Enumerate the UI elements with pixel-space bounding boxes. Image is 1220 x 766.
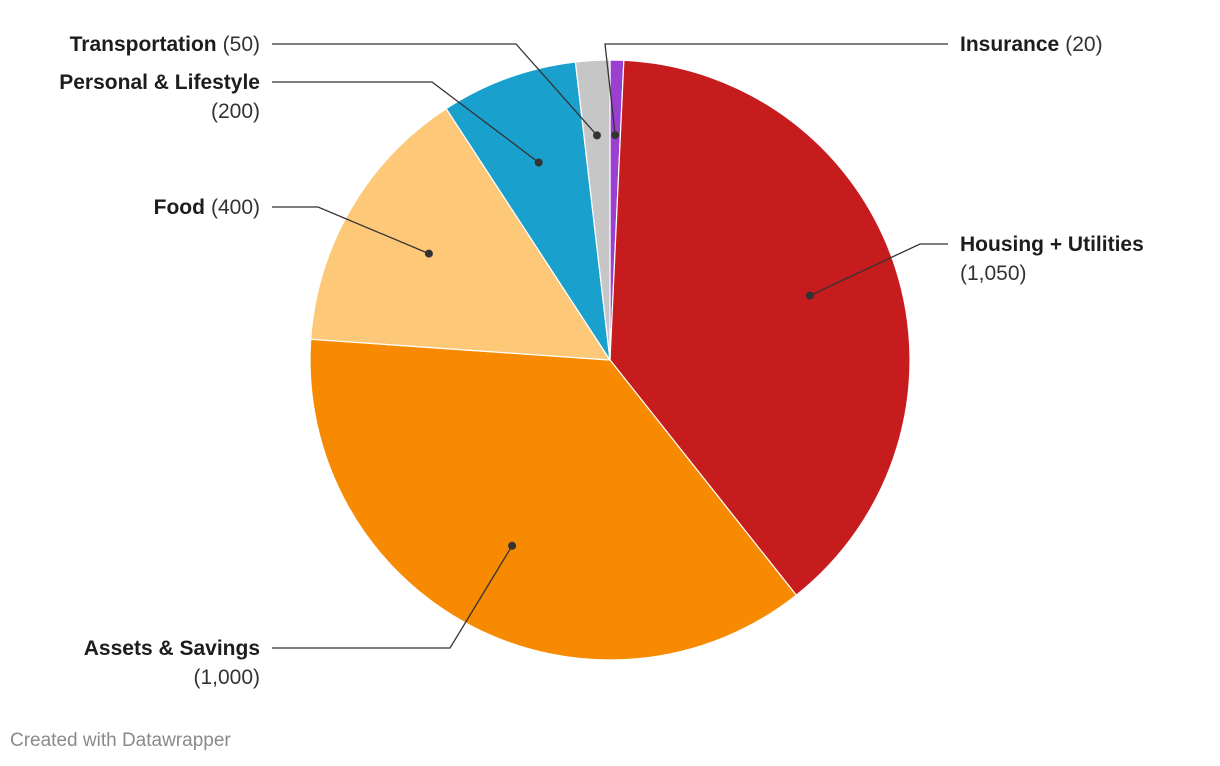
pie-slice-food	[310, 107, 612, 361]
footer-credit: Created with Datawrapper	[10, 730, 231, 751]
pie-chart: Insurance (20) Housing + Utilities (1,050) A…	[59, 33, 1144, 689]
slice-label-food: Food (400)	[154, 196, 260, 219]
slice-label-personal-lifestyle: Personal & Lifestyle (200)	[59, 71, 260, 123]
pie-slices	[309, 59, 911, 661]
leader-dot-food	[424, 249, 433, 258]
slice-label-housing-utilities: Housing + Utilities (1,050)	[960, 233, 1144, 285]
slice-label-insurance: Insurance (20)	[960, 33, 1103, 56]
pie-slice-personal-lifestyle	[445, 61, 611, 361]
leader-dot-housing-utilities	[805, 291, 814, 300]
leader-dot-insurance	[611, 131, 620, 140]
leader-dot-personal-lifestyle	[534, 158, 543, 167]
pie-slice-transportation	[574, 59, 611, 361]
pie-slice-assets-savings	[309, 338, 798, 661]
leader-line-food	[272, 206, 430, 255]
leader-line-transportation	[272, 43, 598, 136]
leader-line-housing-utilities	[809, 243, 948, 297]
slice-labels: Insurance (20) Housing + Utilities (1,050) A…	[59, 33, 1144, 689]
leader-line-assets-savings	[272, 545, 513, 649]
pie-slice-housing-utilities	[609, 59, 911, 597]
leader-line-personal-lifestyle	[272, 81, 540, 164]
leader-dot-transportation	[593, 131, 601, 140]
leader-line-insurance	[604, 43, 948, 136]
leader-lines	[272, 43, 948, 649]
leader-dot-assets-savings	[508, 541, 517, 550]
slice-label-assets-savings: Assets & Savings (1,000)	[84, 637, 260, 689]
slice-label-transportation: Transportation (50)	[70, 33, 260, 56]
